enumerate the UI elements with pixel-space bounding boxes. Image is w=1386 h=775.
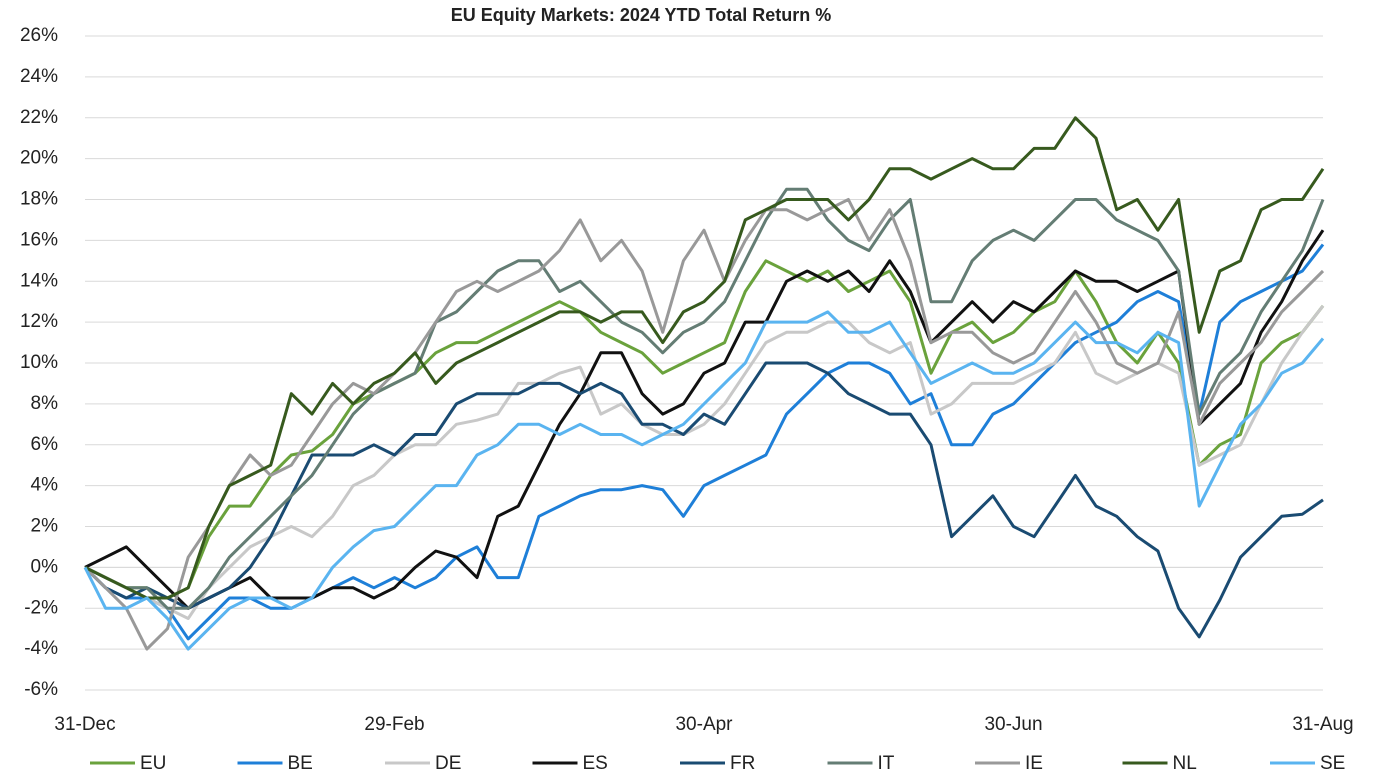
legend-label: FR xyxy=(730,753,755,774)
y-tick-label: 4% xyxy=(31,475,59,496)
legend-label: SE xyxy=(1320,753,1345,774)
series-line xyxy=(84,187,1325,610)
x-tick-label: 31-Dec xyxy=(54,714,115,735)
y-tick-label: 0% xyxy=(31,556,59,577)
legend-label: IT xyxy=(878,753,895,774)
legend-label: BE xyxy=(288,753,313,774)
y-tick-label: 10% xyxy=(20,352,58,373)
y-tick-label: -2% xyxy=(24,597,58,618)
series-line xyxy=(84,304,1325,620)
legend-label: EU xyxy=(140,753,166,774)
x-tick-label: 30-Jun xyxy=(984,714,1042,735)
y-tick-label: 24% xyxy=(20,66,58,87)
series-line xyxy=(83,310,1325,651)
series-line xyxy=(83,198,1325,651)
legend-label: ES xyxy=(583,753,608,774)
y-tick-label: 26% xyxy=(20,25,58,46)
chart-title: EU Equity Markets: 2024 YTD Total Return… xyxy=(451,5,831,25)
y-tick-label: -4% xyxy=(24,638,58,659)
series-line xyxy=(84,116,1325,600)
legend-label: IE xyxy=(1025,753,1043,774)
y-tick-label: 12% xyxy=(20,311,58,332)
y-tick-label: 16% xyxy=(20,229,58,250)
y-tick-label: 6% xyxy=(31,434,59,455)
y-tick-label: 8% xyxy=(31,393,59,414)
x-tick-label: 29-Feb xyxy=(364,714,424,735)
x-tick-label: 31-Aug xyxy=(1292,714,1353,735)
y-tick-label: 20% xyxy=(20,148,58,169)
series-line xyxy=(83,243,1325,641)
legend-label: NL xyxy=(1173,753,1197,774)
series-line xyxy=(84,229,1325,610)
series-line xyxy=(84,259,1325,600)
y-tick-label: -6% xyxy=(24,679,58,700)
x-tick-label: 30-Apr xyxy=(675,714,733,735)
y-tick-label: 22% xyxy=(20,107,58,128)
y-tick-label: 14% xyxy=(20,270,58,291)
y-tick-label: 2% xyxy=(31,516,59,537)
legend-label: DE xyxy=(435,753,461,774)
y-tick-label: 18% xyxy=(20,189,58,210)
